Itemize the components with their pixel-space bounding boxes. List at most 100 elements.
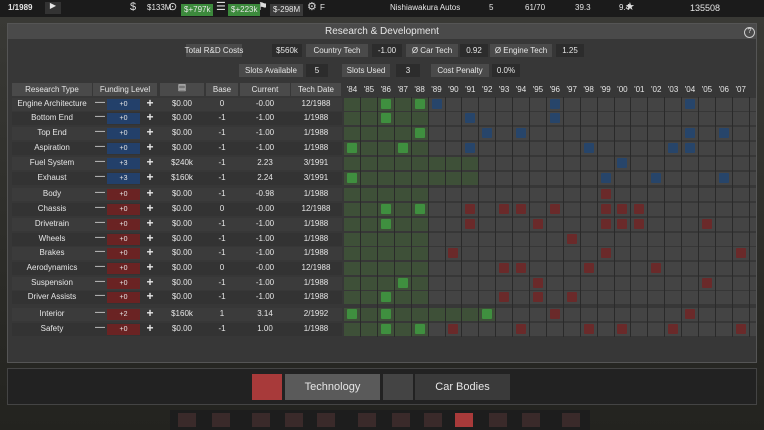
funding-plus[interactable]: + <box>146 215 154 230</box>
funding-minus[interactable]: — <box>95 245 105 257</box>
timeline-row <box>344 322 756 336</box>
summary-label: Cost Penalty <box>431 64 489 77</box>
base: 0 <box>219 204 225 213</box>
toolbar-button[interactable] <box>392 413 410 427</box>
funding-minus[interactable]: — <box>95 275 105 287</box>
help-button[interactable]: ? <box>744 27 755 38</box>
tech-date: 1/1988 <box>303 113 329 122</box>
tab-technology[interactable]: Technology <box>285 374 380 400</box>
cost: $160k <box>171 173 193 182</box>
funding-plus[interactable]: + <box>146 244 154 259</box>
funding-plus[interactable]: + <box>146 185 154 200</box>
cost: $0.00 <box>171 99 193 108</box>
row-bg <box>12 307 342 321</box>
funding-minus[interactable]: — <box>95 125 105 137</box>
year-divider <box>681 97 683 337</box>
funding-plus[interactable]: + <box>146 200 154 215</box>
cost: $0.00 <box>171 143 193 152</box>
funding-plus[interactable]: + <box>146 320 154 335</box>
funding-minus[interactable]: — <box>95 231 105 243</box>
row-bg <box>12 217 342 231</box>
research-type: Safety <box>40 324 64 333</box>
year-divider <box>596 97 598 337</box>
summary-label: Total R&D Costs <box>185 44 243 57</box>
tech-icon <box>448 324 459 334</box>
research-type: Suspension <box>31 278 73 287</box>
funding-plus[interactable]: + <box>146 95 154 110</box>
tab-car-bodies[interactable]: Car Bodies <box>415 374 510 400</box>
funding-minus[interactable]: — <box>95 96 105 108</box>
funding-minus[interactable]: — <box>95 110 105 122</box>
funding-minus[interactable]: — <box>95 306 105 318</box>
toolbar-button[interactable] <box>562 413 580 427</box>
tech-icon <box>701 278 712 288</box>
tech-icon <box>735 248 746 258</box>
funding-level: +0 <box>107 323 140 335</box>
research-type: Top End <box>37 128 67 137</box>
funding-plus[interactable]: + <box>146 288 154 303</box>
year-divider <box>393 97 395 337</box>
top-bar-income-a: $+797k <box>181 4 214 16</box>
tech-date: 1/1988 <box>303 248 329 257</box>
funding-plus[interactable]: + <box>146 169 154 184</box>
toolbar-button[interactable] <box>285 413 303 427</box>
toolbar-button[interactable] <box>212 413 230 427</box>
toolbar-button[interactable] <box>489 413 507 427</box>
funding-plus[interactable]: + <box>146 274 154 289</box>
funding-minus[interactable]: — <box>95 170 105 182</box>
toolbar-button[interactable] <box>455 413 473 427</box>
funding-minus[interactable]: — <box>95 140 105 152</box>
year-divider <box>461 97 463 337</box>
funding-minus[interactable]: — <box>95 289 105 301</box>
body-icon-button[interactable] <box>383 374 413 400</box>
funding-minus[interactable]: — <box>95 186 105 198</box>
top-bar-rating-a: 39.3 <box>575 3 591 12</box>
funding-level: +0 <box>107 142 140 154</box>
base: -1 <box>218 278 226 287</box>
funding-plus[interactable]: + <box>146 259 154 274</box>
top-bar-icon: ★ <box>625 1 635 13</box>
research-type: Aspiration <box>34 143 70 152</box>
toolbar-button[interactable] <box>178 413 196 427</box>
funding-plus[interactable]: + <box>146 124 154 139</box>
cost: $0.00 <box>171 324 193 333</box>
research-type: Chassis <box>37 204 67 213</box>
timeline-past <box>344 246 429 260</box>
tech-icon <box>380 204 391 214</box>
tech-icon <box>414 128 425 138</box>
toolbar-button[interactable] <box>252 413 270 427</box>
toolbar-button[interactable] <box>522 413 540 427</box>
funding-minus[interactable]: — <box>95 260 105 272</box>
funding-minus[interactable]: — <box>95 155 105 167</box>
tech-icon <box>516 204 526 214</box>
base: -1 <box>218 128 226 137</box>
year-divider <box>410 97 412 337</box>
funding-plus[interactable]: + <box>146 305 154 320</box>
funding-minus[interactable]: — <box>95 216 105 228</box>
tech-icon-button[interactable] <box>252 374 282 400</box>
toolbar-button[interactable] <box>358 413 376 427</box>
year-divider <box>427 97 429 337</box>
funding-level: +0 <box>107 218 140 230</box>
tech-date: 12/1988 <box>301 263 331 272</box>
year-label: '99 <box>600 85 611 94</box>
funding-minus[interactable]: — <box>95 201 105 213</box>
year-divider <box>613 97 615 337</box>
funding-plus[interactable]: + <box>146 154 154 169</box>
current: 2.23 <box>257 158 273 167</box>
funding-minus[interactable]: — <box>95 321 105 333</box>
play-button[interactable]: ▶ <box>45 2 61 14</box>
tech-icon <box>397 278 408 288</box>
year-label: '07 <box>735 85 746 94</box>
timeline-past <box>344 307 497 321</box>
tech-icon <box>600 219 611 229</box>
funding-plus[interactable]: + <box>146 230 154 245</box>
tech-icon <box>617 219 628 229</box>
toolbar-button[interactable] <box>424 413 442 427</box>
funding-plus[interactable]: + <box>146 109 154 124</box>
toolbar-button[interactable] <box>317 413 335 427</box>
timeline-past <box>344 261 429 275</box>
funding-level: +0 <box>107 262 140 274</box>
funding-plus[interactable]: + <box>146 139 154 154</box>
